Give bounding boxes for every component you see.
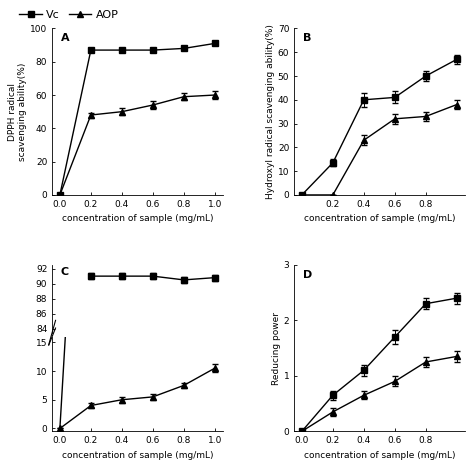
Y-axis label: Hydroxyl radical scavenging ability(%): Hydroxyl radical scavenging ability(%) [266,24,275,199]
Text: A: A [61,34,69,44]
X-axis label: concentration of sample (mg/mL): concentration of sample (mg/mL) [62,214,213,223]
X-axis label: concentration of sample (mg/mL): concentration of sample (mg/mL) [62,451,213,460]
Text: D: D [302,270,312,280]
Y-axis label: DPPH radical
scavenging ability(%): DPPH radical scavenging ability(%) [8,63,27,161]
X-axis label: concentration of sample (mg/mL): concentration of sample (mg/mL) [303,451,455,460]
X-axis label: concentration of sample (mg/mL): concentration of sample (mg/mL) [303,214,455,223]
Legend: Vc, AOP: Vc, AOP [15,6,123,25]
Y-axis label: Reducing power: Reducing power [272,311,281,384]
Text: B: B [302,34,311,44]
Text: C: C [61,267,69,277]
